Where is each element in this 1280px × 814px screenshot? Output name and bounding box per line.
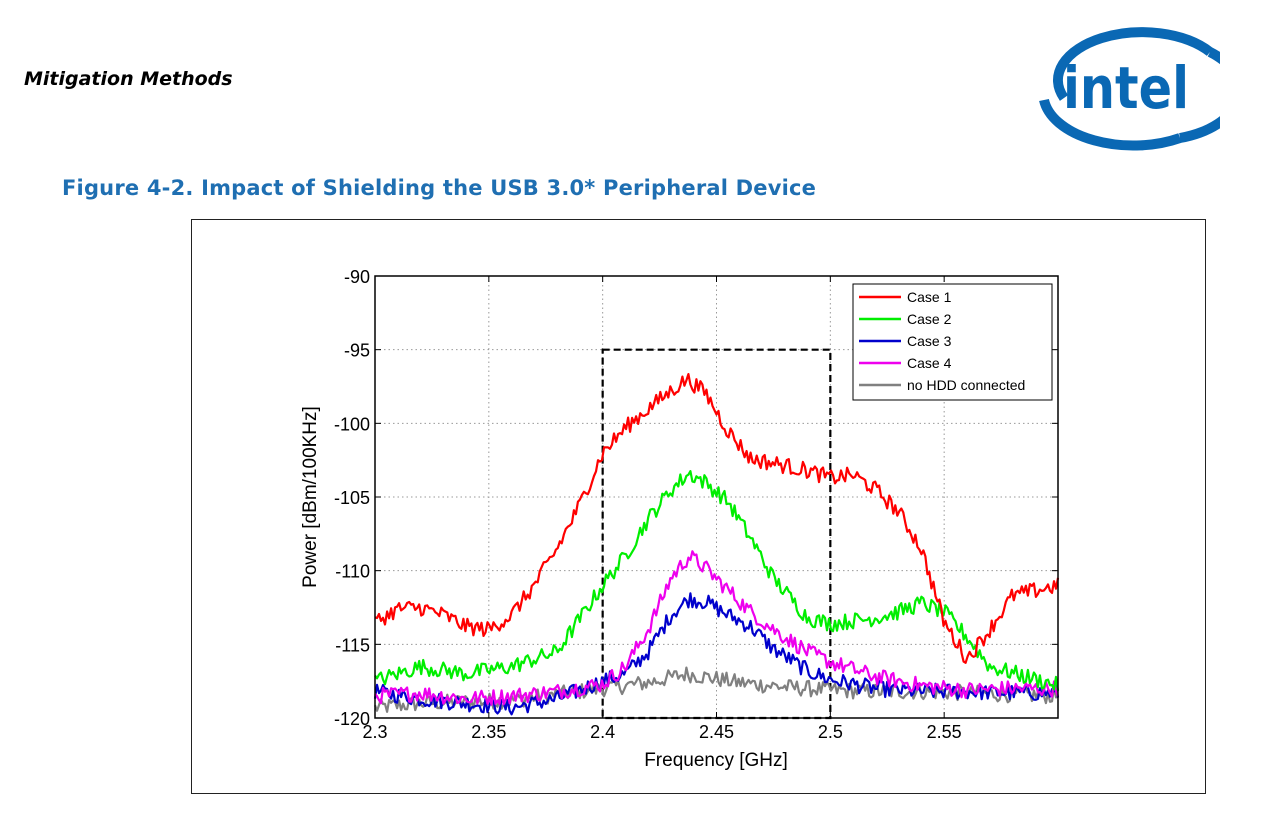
section-title: Mitigation Methods	[24, 68, 233, 90]
power-frequency-chart: 2.3 2.35 2.4 2.45 2.5 2.55 -120 -115 -110 -105 -10…	[300, 267, 1060, 771]
legend-label: Case 2	[907, 311, 952, 327]
logo-text: intel	[1063, 54, 1189, 122]
legend-label: Case 3	[907, 333, 952, 349]
y-tick-label: -105	[334, 488, 370, 508]
legend-label: Case 4	[907, 355, 952, 371]
x-tick-label: 2.4	[590, 722, 615, 742]
x-tick-label: 2.3	[362, 722, 387, 742]
series-line-case-3	[373, 592, 1060, 716]
x-tick-label: 2.35	[471, 722, 506, 742]
x-tick-label: 2.55	[927, 722, 962, 742]
legend-label: no HDD connected	[907, 377, 1025, 393]
x-axis-label: Frequency [GHz]	[644, 750, 788, 771]
legend-label: Case 1	[907, 289, 952, 305]
y-tick-label: -100	[334, 414, 370, 434]
series-line-case-2	[374, 470, 1060, 692]
y-tick-label: -110	[335, 562, 370, 582]
figure-frame: 2.3 2.35 2.4 2.45 2.5 2.55 -120 -115 -110 -105 -10…	[191, 219, 1206, 794]
series-line-case-4	[374, 550, 1060, 706]
y-tick-label: -95	[344, 341, 370, 361]
figure-caption: Figure 4-2. Impact of Shielding the USB …	[62, 176, 817, 200]
y-axis-label: Power [dBm/100KHz]	[300, 406, 321, 588]
y-tick-label: -115	[335, 635, 370, 655]
y-tick-label: -90	[344, 267, 370, 287]
x-tick-label: 2.45	[699, 722, 734, 742]
series-line-case-1	[374, 373, 1060, 664]
intel-logo: intel	[1030, 26, 1245, 154]
y-tick-label: -120	[334, 709, 370, 729]
x-tick-label: 2.5	[818, 722, 843, 742]
